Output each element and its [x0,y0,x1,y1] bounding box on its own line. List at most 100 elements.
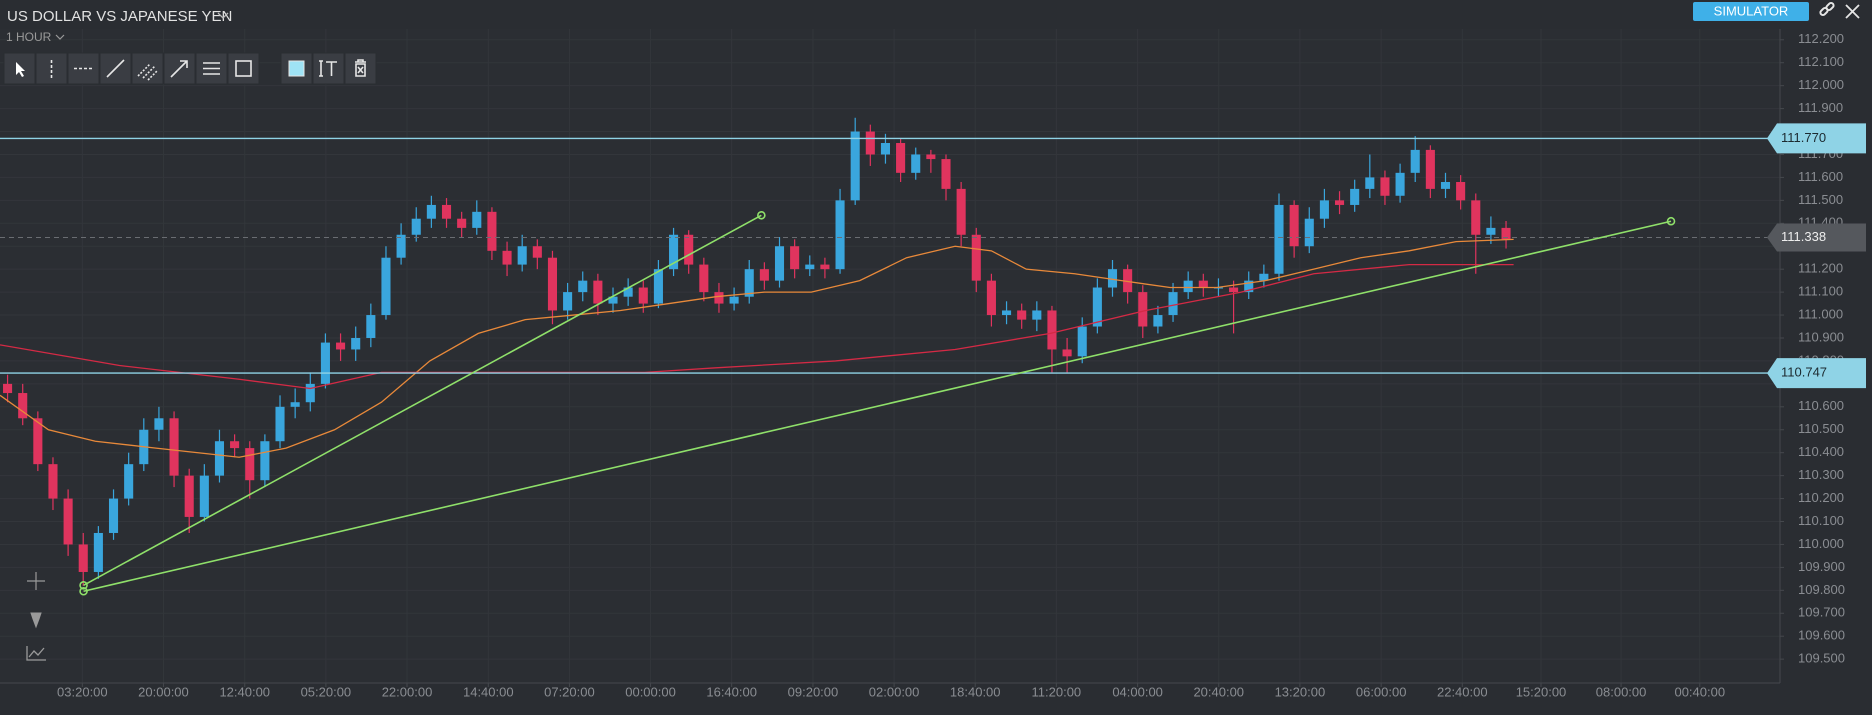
candle-body [1259,273,1269,281]
y-tick-label: 110.100 [1798,513,1844,528]
simulator-label[interactable]: SIMULATOR [1714,3,1789,18]
candle-body [381,257,391,316]
candle-body [911,154,921,173]
timeframe-dropdown[interactable] [55,34,65,40]
trendline-icon [106,59,125,78]
candle-body [1244,280,1254,293]
candle-body [926,154,936,160]
candle-body [547,257,558,311]
grid-layer [0,29,1780,683]
moving-average [0,263,1514,390]
candle-body [1425,149,1435,189]
x-tick-label: 08:00:00 [1596,684,1647,699]
candle-body [1047,310,1057,350]
candle-body [729,296,739,304]
candle-body [1107,269,1118,288]
candle-body [351,337,361,350]
candle-body [154,418,164,430]
horizontal-line-tool[interactable] [67,52,100,85]
candle-body [835,200,845,270]
vertical-line-tool[interactable] [35,52,68,85]
instrument-title[interactable]: US DOLLAR VS JAPANESE YEN [7,8,232,25]
candle-body [320,342,330,384]
x-tick-label: 12:40:00 [219,684,270,699]
trendline-handle [79,580,88,590]
candle-body [260,441,270,481]
x-tick-label: 18:40:00 [950,684,1001,699]
candle-body [714,292,724,304]
text-tool[interactable] [312,52,345,85]
candle-body [1395,172,1405,196]
price-line-label: 111.770 [1781,130,1826,145]
y-tick-label: 110.600 [1798,398,1844,413]
y-tick-label: 109.500 [1798,651,1845,666]
candle-body [517,246,527,265]
delete-tool[interactable] [344,52,377,85]
trendline-handle [79,586,88,596]
candle-body [426,204,436,219]
price-line-label: 110.747 [1781,365,1827,380]
candle-body [608,296,618,304]
price-line-tag [1767,358,1866,389]
trendline-handle [1666,216,1676,226]
indicator-tool[interactable] [26,646,46,661]
y-tick-label: 110.000 [1798,536,1844,551]
candle-body [63,498,73,545]
candle-body [896,143,906,173]
candle-body [3,383,13,394]
y-tick-label: 111.000 [1798,306,1843,321]
candle-body [971,234,981,281]
x-tick-label: 20:40:00 [1193,684,1244,699]
candle-body [1138,292,1148,327]
candle-body [33,418,43,465]
candle-body [472,211,482,228]
y-tick-label: 110.500 [1798,421,1844,436]
candle-body [941,159,951,189]
candle-body [487,211,497,251]
candle-body [1471,200,1481,235]
x-tick-label: 06:00:00 [1356,684,1407,699]
candle-body [1501,227,1511,240]
price-line-tag [1767,123,1866,154]
crosshair-tool[interactable] [27,572,45,590]
last-price-tag [1767,223,1866,252]
trendline [83,220,1672,593]
simulator-button[interactable] [1693,2,1809,21]
pointer-tool[interactable] [3,52,36,85]
text-icon [319,60,337,77]
y-tick-label: 109.700 [1798,605,1845,620]
x-tick-label: 00:40:00 [1674,684,1725,699]
channel-icon [137,63,158,81]
x-tick-label: 14:40:00 [463,684,514,699]
rectangle-tool[interactable] [227,52,260,85]
marks-layer [0,117,1780,596]
candle-body [1486,227,1496,235]
y-tick-label: 112.000 [1798,77,1844,92]
candle-body [214,441,225,476]
timeframe[interactable]: 1 HOUR [6,30,52,44]
trendline-handle [757,210,766,220]
candle-body [48,464,58,499]
candle-body [790,246,800,270]
y-tick-label: 111.600 [1798,169,1843,184]
candle-body [880,143,890,155]
channel-tool[interactable] [131,52,164,85]
candle-body [199,475,209,517]
candle-body [93,532,103,572]
candle-body [1365,177,1375,189]
x-tick-label: 22:00:00 [382,684,433,699]
candle-body [184,475,194,517]
candle-body [78,544,88,572]
title-dropdown[interactable] [217,12,229,19]
close-button[interactable] [1845,4,1860,19]
x-tick-label: 11:20:00 [1032,684,1082,699]
trendline [83,214,762,586]
pen-tool[interactable] [30,612,42,629]
candle-body [1410,149,1420,173]
link-icon[interactable] [1819,1,1835,17]
candle-body [774,246,785,281]
candle-body [1304,218,1314,247]
candle-body [865,131,875,155]
candle-body [18,393,28,419]
